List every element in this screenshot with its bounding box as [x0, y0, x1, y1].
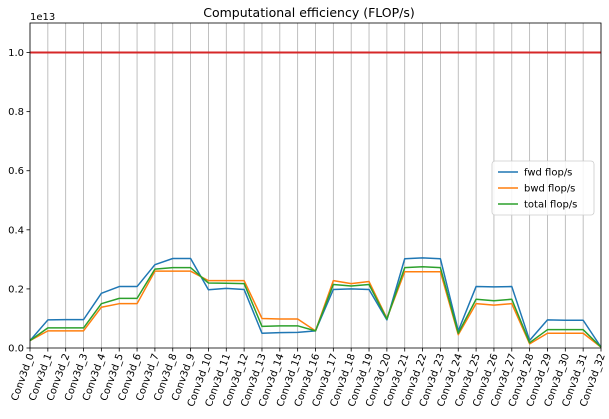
x-axis: Conv3d_0Conv3d_1Conv3d_2Conv3d_3Conv3d_4… [10, 348, 608, 408]
chart-title: Computational efficiency (FLOP/s) [203, 5, 415, 20]
series-lines [29, 51, 602, 348]
y-tick-label: 1.0 [8, 48, 24, 59]
y-tick-label: 0.0 [8, 344, 24, 355]
legend-label: total flop/s [524, 200, 577, 211]
series-line-2 [29, 266, 602, 348]
y-tick-label: 0.8 [8, 107, 24, 118]
legend-label: fwd flop/s [524, 168, 572, 179]
legend: fwd flop/s bwd flop/s total flop/s [491, 160, 595, 216]
y-tick-label: 0.6 [8, 166, 24, 177]
y-axis-exponent: 1e13 [30, 12, 55, 23]
legend-label: bwd flop/s [524, 184, 575, 195]
grid [29, 23, 602, 348]
legend-box [491, 160, 595, 216]
y-tick-label: 0.2 [8, 284, 24, 295]
y-axis: 0.0 0.2 0.4 0.6 0.8 1.0 [8, 48, 30, 355]
y-tick-label: 0.4 [8, 225, 24, 236]
